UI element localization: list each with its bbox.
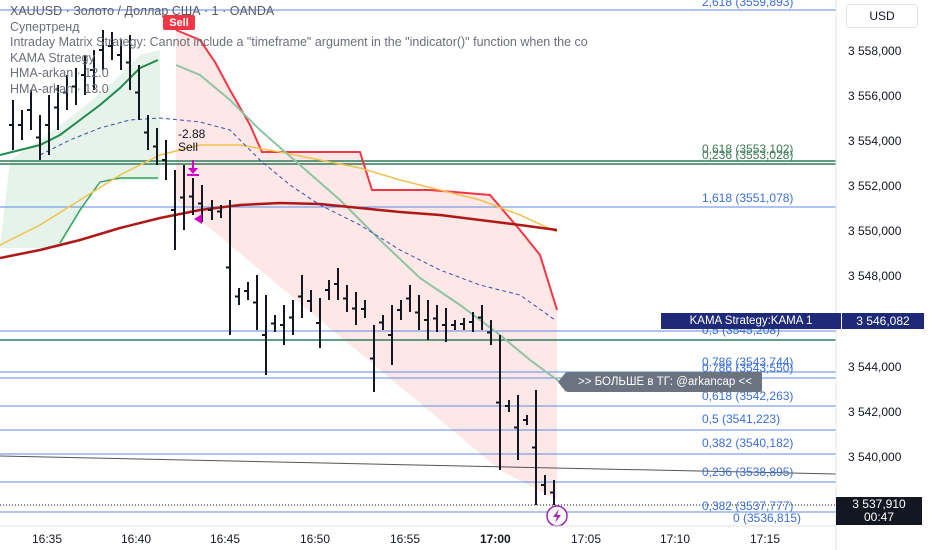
- price-tick: 3 542,000: [848, 405, 902, 419]
- indicator-kama[interactable]: KAMA Strategy: [10, 50, 95, 65]
- time-tick: 17:15: [750, 532, 781, 546]
- price-tick: 3 540,000: [848, 450, 902, 464]
- dashed-blue-line: [39, 117, 556, 321]
- kama-price-tag: 3 546,082: [842, 313, 924, 329]
- fib-label: 0 (3536,815): [733, 511, 802, 525]
- time-tick: 17:10: [660, 532, 691, 546]
- kama-tag: KAMA Strategy:KAMA 1: [661, 313, 841, 329]
- fib-label: 0,236 (3553,028): [702, 148, 794, 162]
- sell-text: Sell: [178, 140, 199, 154]
- sell-signal-label: -2.88 Sell: [178, 128, 205, 154]
- symbol-title[interactable]: XAUUSD · Золото / Доллар США · 1 · OANDA: [10, 4, 275, 18]
- price-tick: 3 544,000: [848, 360, 902, 374]
- last-price-value: 3 537,910: [852, 497, 906, 511]
- candles: [9, 30, 555, 505]
- bar-countdown: 00:47: [863, 510, 895, 524]
- hma-orange-line: [0, 144, 558, 246]
- fib-label: 0,382 (3540,182): [702, 436, 794, 450]
- price-tick: 3 552,000: [848, 179, 902, 193]
- sell-badge: Sell: [163, 15, 195, 30]
- time-tick: 17:05: [571, 532, 602, 546]
- hma-teal-line: [175, 64, 561, 383]
- time-tick: 16:55: [390, 532, 421, 546]
- fib-label: 0,382 (3537,777): [702, 499, 794, 513]
- promo-tag[interactable]: >> БОЛЬШЕ в ТГ: @arkancap <<: [558, 372, 762, 392]
- price-tick: 3 550,000: [848, 224, 902, 238]
- time-tick: 17:00: [480, 532, 511, 546]
- kama-darkred-line: [0, 201, 558, 260]
- fib-label: 0,786 (3543,744): [702, 355, 794, 369]
- price-tick: 3 556,000: [848, 89, 902, 103]
- fib-label: 0,236 (3538,895): [702, 465, 794, 479]
- fib-label: 0,618 (3553,102): [702, 142, 794, 156]
- time-tick: 16:35: [32, 532, 63, 546]
- indicator-intraday-matrix[interactable]: Intraday Matrix Strategy: Cannot include…: [10, 35, 588, 49]
- fib-label: 1,618 (3551,078): [702, 191, 794, 205]
- fib-label: 2,618 (3559,893): [702, 0, 794, 9]
- indicator-supertrend[interactable]: Супертренд: [10, 19, 80, 34]
- currency-button[interactable]: USD: [846, 4, 918, 28]
- price-tick: 3 558,000: [848, 44, 902, 58]
- supertrend-green-line: [0, 59, 159, 156]
- fib-label: 0,5 (3541,223): [702, 412, 781, 426]
- indicator-hma-13[interactable]: HMA-arkan · 13.0: [10, 81, 109, 96]
- supertrend-red-fill: [176, 30, 557, 500]
- price-tick: 3 554,000: [848, 134, 902, 148]
- sell-value: -2.88: [178, 127, 206, 141]
- indicator-hma-12[interactable]: HMA-arkan · 12.0: [10, 66, 109, 80]
- fib-label: 0,618 (3542,263): [702, 389, 794, 403]
- time-tick: 16:40: [121, 532, 152, 546]
- price-tick: 3 548,000: [848, 269, 902, 283]
- time-tick: 16:50: [300, 532, 331, 546]
- green-levels: [0, 160, 836, 341]
- trend-line: [0, 455, 837, 475]
- time-tick: 16:45: [210, 532, 241, 546]
- chart-legend: XAUUSD · Золото / Доллар США · 1 · OANDA…: [10, 4, 588, 97]
- supertrend-green-low: [59, 177, 158, 244]
- supertrend-red-line: [175, 29, 558, 311]
- fib-label: 0,786 (3543,550): [702, 361, 794, 375]
- left-arrow-icon: [194, 214, 202, 224]
- sell-arrow-icon: [187, 160, 199, 176]
- supertrend-green-fill: [0, 50, 160, 248]
- last-price-tag: 3 537,910 00:47: [836, 497, 922, 525]
